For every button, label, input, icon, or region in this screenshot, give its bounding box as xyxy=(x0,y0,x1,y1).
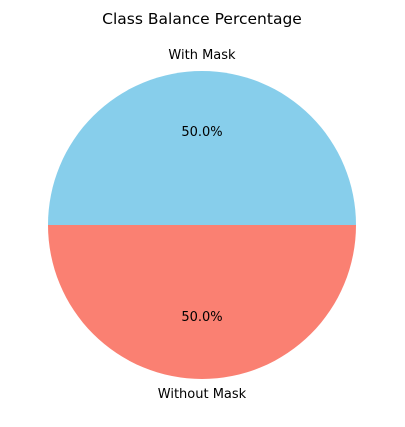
chart-title: Class Balance Percentage xyxy=(102,10,302,28)
slice-percent-without-mask: 50.0% xyxy=(181,310,222,325)
slice-percent-with-mask: 50.0% xyxy=(181,125,222,140)
pie-slice-with-mask xyxy=(48,71,356,225)
slice-label-with-mask: With Mask xyxy=(168,48,236,63)
pie-slice-without-mask xyxy=(48,225,356,379)
pie-slices xyxy=(48,71,356,379)
slice-label-without-mask: Without Mask xyxy=(158,387,247,402)
pie-labels: With Mask 50.0% Without Mask 50.0% xyxy=(158,48,247,402)
